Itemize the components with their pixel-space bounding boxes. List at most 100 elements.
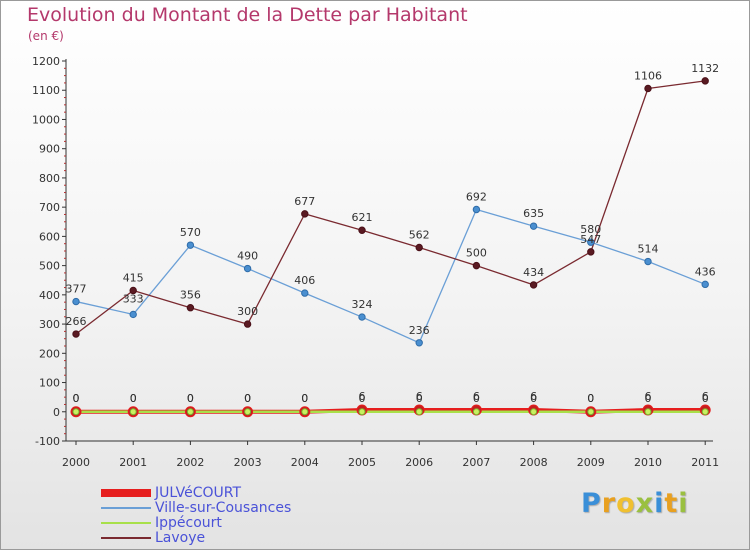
data-label: 0 — [130, 392, 137, 405]
data-label: 692 — [466, 190, 487, 203]
data-label: 0 — [416, 392, 423, 405]
data-point — [358, 226, 366, 234]
x-tick-label: 2002 — [176, 456, 204, 469]
data-point — [472, 205, 481, 214]
legend-label: JULVéCOURT — [155, 485, 242, 501]
legend-swatch — [101, 507, 151, 509]
legend-item: JULVéCOURT — [101, 486, 291, 501]
logo-letter: t — [664, 488, 679, 519]
data-point — [301, 289, 309, 297]
data-label: 6 — [416, 390, 423, 403]
data-label: 0 — [187, 392, 194, 405]
data-point — [72, 297, 80, 306]
data-point — [129, 408, 137, 416]
y-tick-label: 700 — [39, 201, 60, 214]
data-label: 6 — [645, 390, 652, 403]
data-label: 0 — [702, 392, 709, 405]
y-tick-label: 1200 — [32, 55, 60, 68]
data-point — [186, 408, 194, 416]
data-point — [186, 241, 195, 249]
data-label: 621 — [352, 211, 373, 224]
data-label: 356 — [180, 289, 201, 302]
legend-item: Ippécourt — [101, 516, 291, 531]
x-tick-label: 2005 — [348, 456, 376, 469]
data-point — [701, 408, 709, 416]
logo-letter: o — [616, 488, 636, 519]
data-label: 0 — [187, 392, 194, 405]
data-point — [301, 408, 309, 416]
logo-letter: i — [678, 488, 689, 519]
data-label: 0 — [130, 392, 137, 405]
data-label: 436 — [695, 265, 716, 278]
data-point — [644, 408, 652, 416]
y-tick-label: 1100 — [32, 84, 60, 97]
data-point — [644, 84, 652, 93]
data-label: 6 — [702, 390, 709, 403]
data-label: 1132 — [691, 62, 719, 75]
data-label: 562 — [409, 228, 430, 241]
data-point — [72, 408, 80, 416]
data-point — [644, 257, 652, 266]
data-label: 514 — [638, 243, 659, 256]
x-tick-label: 2011 — [691, 456, 719, 469]
chart-title: Evolution du Montant de la Dette par Hab… — [27, 4, 468, 26]
data-point — [587, 408, 595, 416]
data-label: 333 — [123, 292, 144, 305]
legend-swatch — [101, 522, 151, 524]
series-line-ville-sur-cousances — [75, 208, 706, 344]
data-point — [530, 408, 538, 416]
data-point — [358, 408, 366, 416]
data-point — [701, 280, 709, 289]
logo-letter: P — [581, 488, 602, 519]
data-point — [701, 77, 709, 85]
data-point — [129, 310, 137, 319]
data-label: 570 — [180, 226, 201, 239]
data-label: 0 — [301, 392, 308, 405]
data-label: 406 — [294, 274, 315, 287]
data-label: 580 — [580, 223, 601, 236]
series-line-lavoye — [75, 80, 706, 335]
legend-label: Ippécourt — [155, 515, 222, 531]
legend-item: Ville-sur-Cousances — [101, 501, 291, 516]
data-label: 434 — [523, 266, 544, 279]
data-point — [243, 320, 252, 328]
data-point — [244, 408, 252, 416]
x-tick-label: 2010 — [634, 456, 662, 469]
data-point — [72, 330, 80, 338]
x-tick-label: 2009 — [577, 456, 605, 469]
logo-letter: i — [654, 488, 665, 519]
data-point — [415, 339, 423, 347]
data-label: 0 — [587, 392, 594, 405]
legend: JULVéCOURT Ville-sur-Cousances Ippécourt La… — [101, 486, 291, 546]
data-label: 0 — [645, 392, 652, 405]
data-label: 0 — [587, 392, 594, 405]
y-tick-label: 500 — [39, 260, 60, 273]
y-tick-label: 600 — [39, 230, 60, 243]
data-label: 6 — [473, 390, 480, 403]
x-tick-label: 2004 — [291, 456, 319, 469]
data-point — [243, 264, 252, 273]
x-tick-label: 2001 — [119, 456, 147, 469]
legend-swatch — [101, 489, 151, 497]
legend-item: Lavoye — [101, 531, 291, 546]
data-label: 6 — [359, 390, 366, 403]
data-label: 415 — [123, 271, 144, 284]
y-tick-label: -100 — [35, 435, 60, 448]
data-point — [415, 243, 423, 252]
data-point — [301, 210, 309, 218]
x-tick-label: 2006 — [405, 456, 433, 469]
x-tick-label: 2003 — [234, 456, 262, 469]
data-label: 0 — [359, 392, 366, 405]
legend-label: Lavoye — [155, 530, 206, 546]
data-point — [587, 238, 595, 246]
logo-letter: x — [635, 488, 655, 519]
data-label: 0 — [530, 392, 537, 405]
x-tick-label: 2007 — [462, 456, 490, 469]
data-label: 0 — [301, 392, 308, 405]
data-label: 377 — [66, 283, 87, 296]
y-tick-label: 200 — [39, 347, 60, 360]
data-label: 0 — [73, 392, 80, 405]
data-label: 0 — [73, 392, 80, 405]
data-point — [129, 286, 137, 295]
